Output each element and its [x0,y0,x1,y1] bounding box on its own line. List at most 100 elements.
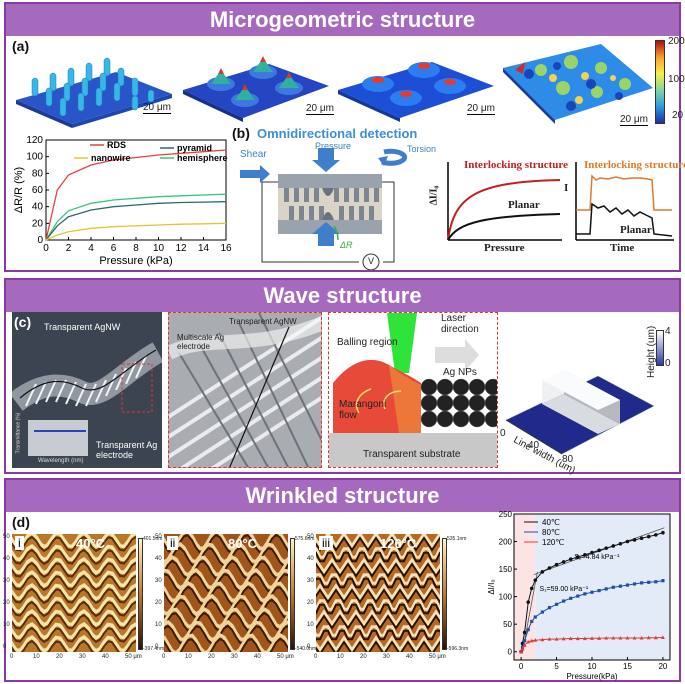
chart2-point [529,586,534,591]
afm-panel: iii 120°C [316,534,440,652]
chart2-point [618,541,623,546]
chart2-ytick-label: 150 [499,565,513,574]
transmittance-line [34,430,86,432]
wave-electrode-drawing [12,342,162,413]
chart1-legend-label: nanowire [91,153,131,163]
wrinkle-valley [316,562,440,578]
wrinkle-valley [316,640,440,652]
afm-colorbar [138,538,143,650]
chart2-xtick-label: 15 [623,662,632,671]
microgeometric-title: Microgeometric structure [6,4,679,36]
chart2-point [576,555,580,559]
chart2-point [604,546,608,550]
wrinkle-valley [316,551,440,563]
chart2-xlabel: Pressure(kPa) [566,672,617,681]
time-ylabel: I [564,182,569,194]
wrinkle-valley [316,577,440,589]
chart2-ylabel: ΔI/I₀ [488,579,496,594]
chart2-point [661,579,665,583]
chart1-legend-label: hemisphere [177,153,228,163]
chart1-ytick-label: 20 [32,218,44,229]
afm-xtick: 40 [406,654,413,660]
chart2-point [540,637,545,642]
section-wrinkled: Wrinkled structure (d) i 40°C 401.5nm -397.… [3,478,681,682]
chart2-point [568,636,573,641]
chart2-point [520,646,525,651]
shear-label: Shear [240,149,267,160]
chart2-point [523,639,527,643]
label-c: (c) [14,314,32,330]
wrinkle-ridge [316,609,440,627]
afm-zmax-label: 401.5nm [143,536,163,542]
afm-xtick: 20 [360,654,367,660]
wrinkle-valley [316,536,440,552]
afm-ytick: 30 [307,578,314,584]
afm-ytick: 30 [155,578,162,584]
chart2-point [597,588,601,593]
wrinkle-ridge [12,556,136,576]
chart2-point [632,538,637,542]
height-colorbar [656,330,664,366]
wrinkle-ridge [164,554,288,578]
wrinkle-ridge [12,634,136,652]
torsion-label: Torsion [407,144,437,154]
afm-ytick: 20 [155,600,162,606]
interlock-xlabel: Pressure [484,242,525,254]
chart2-point [618,635,623,640]
afm-colorbar [290,538,295,650]
hemisphere-array-image [338,62,494,122]
chart2-point [576,594,580,598]
wrinkle-valley [12,535,136,553]
wrinkle-ridge [316,635,440,652]
chart2-point [597,636,602,640]
afm-xtick: 50 μm [125,654,142,660]
interlock-curve-label: Interlocking structure [464,159,568,171]
afm-ytick: 50 [307,534,314,540]
chart2-ytick-label: 100 [499,593,513,602]
wrinkle-ridge [164,580,288,604]
afm-ytick: 0 [307,644,311,650]
afm-xtick: 40 [254,654,261,660]
chart1-xtick-label: 16 [220,243,232,254]
wrinkle-ridge [12,543,136,563]
wrinkle-ridge [164,632,288,652]
colorbar-tick-20: 20 [672,110,684,121]
wrinkle-valley [12,639,136,652]
scale-bar-4: 20 μm [620,114,648,126]
label-b: (b) [232,125,250,141]
surface-xtick-80: 80 [562,454,574,465]
chart2-point [611,585,615,589]
afm-ytick: 40 [3,556,10,562]
chart2-point [540,610,544,614]
chart2-point [597,548,601,553]
chart1-legend-label: RDS [107,140,126,150]
wave-title: Wave structure [6,280,679,312]
afm-xtick: 10 [33,654,40,660]
chart1-ytick-label: 120 [26,135,43,146]
planar-curve-label: Planar [508,199,540,211]
afm-xtick: 10 [337,654,344,660]
afm-ytick: 50 [3,534,10,540]
chart1-legend-label: pyramid [177,143,212,153]
interlocking-time-plot [575,162,674,241]
chart2-point [653,635,658,640]
afm-ytick: 40 [155,556,162,562]
sensor-schematic [240,148,408,270]
chart2-s1-label: S₁=59.00 kPa⁻¹ [540,586,589,593]
wrinkle-valley [164,637,288,652]
chart2-point [611,544,616,548]
wrinkle-ridge [12,621,136,641]
afm-zmin-label: -596.3nm [447,646,469,652]
afm-ytick: 10 [307,622,314,628]
chart2-point [568,557,573,561]
afm-ytick: 10 [155,622,162,628]
chart1-series-RDS [45,149,227,241]
chart2-point [632,582,637,586]
chart1-xtick-label: 2 [66,243,72,254]
afm-panel: i 40°C [12,534,136,652]
wrinkle-valley [164,559,288,581]
zticks-4: 4 [665,326,671,337]
pillar-array-image [16,57,172,128]
chart1-ytick-label: 60 [32,185,44,196]
chart2-point [639,635,644,640]
